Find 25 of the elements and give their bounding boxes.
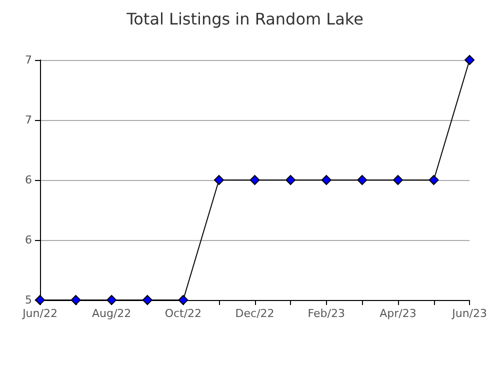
y-tick-label: 5 (25, 294, 32, 306)
x-tick-label: Feb/23 (308, 307, 345, 320)
x-tick-label: Aug/22 (92, 307, 132, 320)
x-tick-label: Dec/22 (235, 307, 274, 320)
y-tick-label: 7 (25, 114, 32, 126)
point (250, 175, 260, 185)
y-tick-label: 7 (25, 54, 32, 66)
point (428, 175, 439, 185)
y-tick-label: 6 (25, 174, 32, 186)
point (357, 175, 368, 185)
x-tick-label: Apr/23 (380, 307, 416, 320)
point (178, 295, 188, 305)
chart-title: Total Listings in Random Lake (126, 10, 364, 28)
point (214, 175, 224, 185)
x-tick-label: Jun/23 (451, 307, 487, 320)
point (392, 175, 403, 185)
y-tick-label: 6 (25, 234, 32, 246)
point (286, 175, 296, 185)
point (464, 55, 475, 65)
point (70, 295, 81, 305)
point (321, 175, 332, 185)
point (142, 295, 152, 305)
point (106, 295, 117, 305)
x-tick-label: Oct/22 (164, 307, 202, 320)
x-tick-label: Jun/22 (22, 307, 58, 320)
